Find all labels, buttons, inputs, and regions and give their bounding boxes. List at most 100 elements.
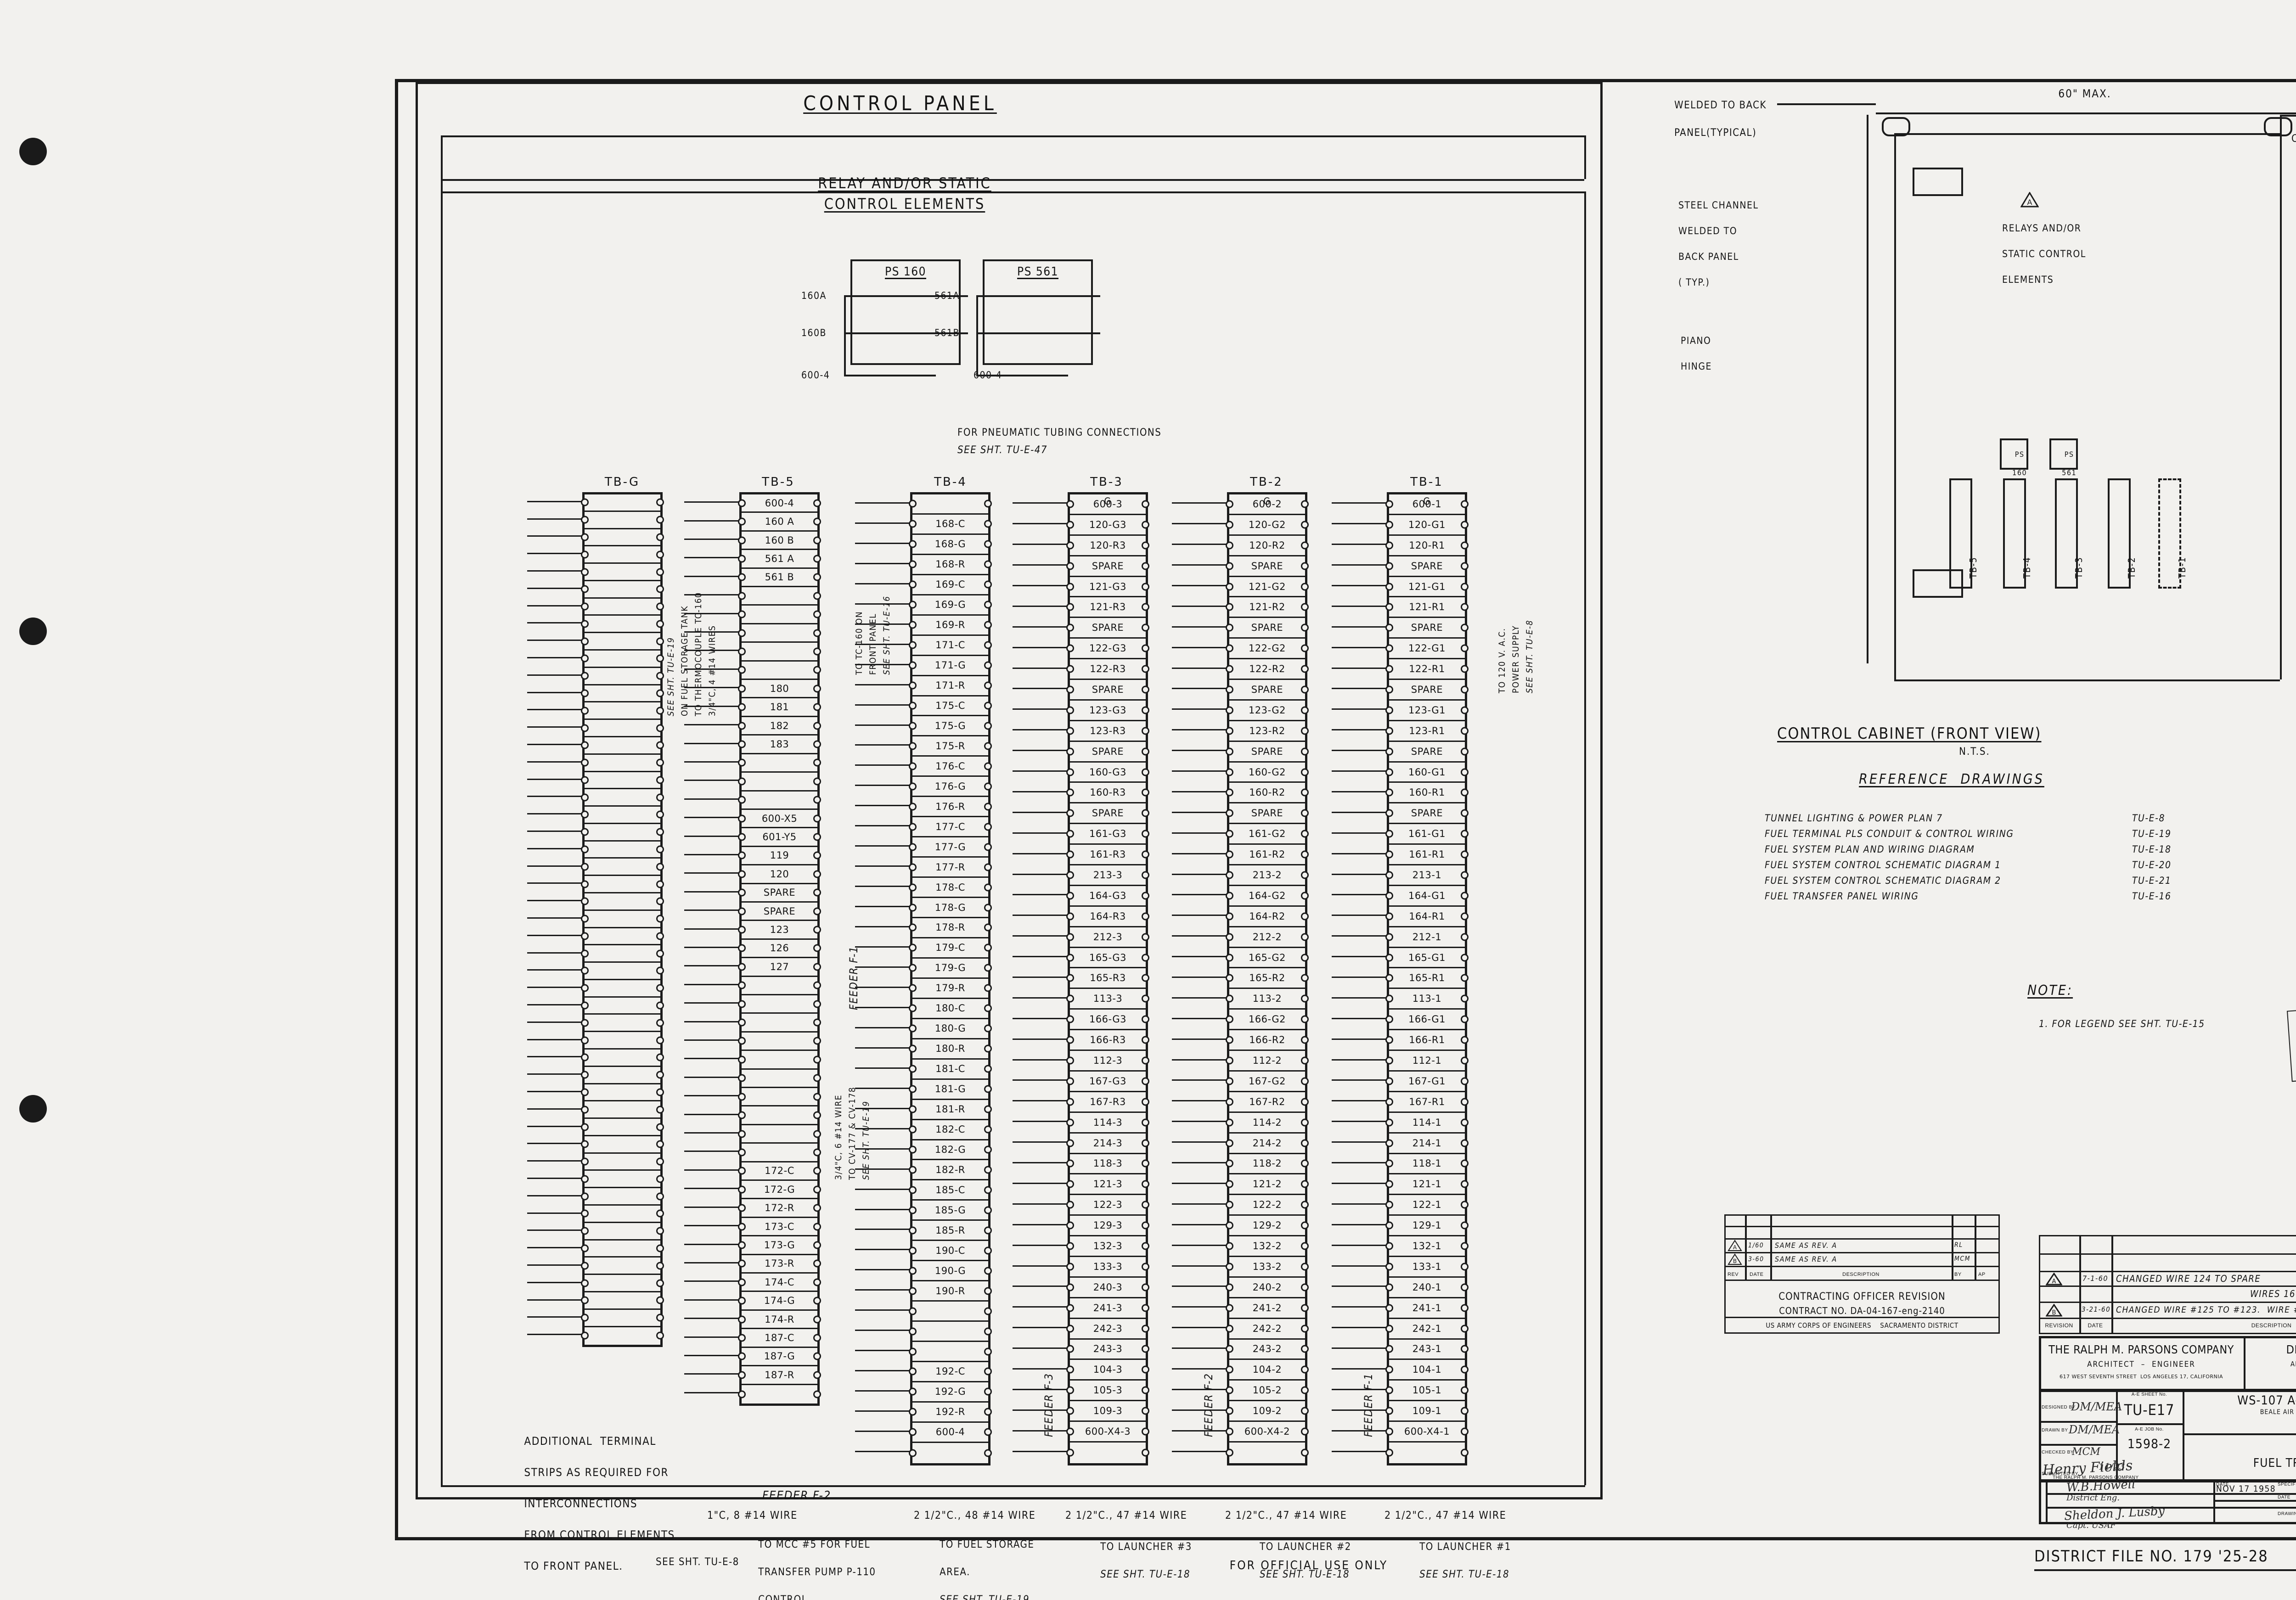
terminal-row[interactable] — [585, 564, 660, 581]
terminal-row[interactable]: 168-R — [912, 555, 988, 575]
terminal-row[interactable] — [585, 512, 660, 529]
terminal-row[interactable]: 214-2 — [1229, 1134, 1305, 1154]
terminal-row[interactable]: 181-G — [912, 1080, 988, 1100]
terminal-row[interactable] — [585, 1223, 660, 1241]
terminal-row[interactable]: SPARE — [1229, 556, 1305, 577]
terminal-row[interactable]: 160-G2 — [1229, 763, 1305, 783]
terminal-row[interactable]: 190-C — [912, 1241, 988, 1262]
terminal-row[interactable] — [742, 1051, 817, 1070]
terminal-row[interactable]: 174-C — [742, 1274, 817, 1292]
terminal-row[interactable] — [585, 1171, 660, 1189]
terminal-row[interactable]: 129-3 — [1070, 1216, 1146, 1237]
terminal-row[interactable] — [742, 1144, 817, 1162]
terminal-row[interactable] — [742, 587, 817, 606]
terminal-row[interactable] — [742, 643, 817, 662]
terminal-row[interactable]: 121-G3 — [1070, 577, 1146, 598]
terminal-row[interactable]: 104-3 — [1070, 1360, 1146, 1381]
terminal-row[interactable] — [912, 1443, 988, 1463]
terminal-row[interactable]: 185-C — [912, 1180, 988, 1201]
terminal-row[interactable]: 164-G2 — [1229, 886, 1305, 907]
terminal-row[interactable]: 176-G — [912, 777, 988, 797]
terminal-row[interactable]: 166-G2 — [1229, 1010, 1305, 1031]
terminal-row[interactable]: 179-C — [912, 938, 988, 959]
terminal-row[interactable] — [585, 1188, 660, 1206]
terminal-row[interactable] — [742, 1014, 817, 1033]
terminal-row[interactable]: 171-C — [912, 636, 988, 656]
terminal-block-tb-4[interactable]: 168-C 168-G 168-R 169-C 169-G 169-R 171-C 171-G… — [910, 492, 990, 1465]
terminal-row[interactable]: 160 B — [742, 532, 817, 550]
terminal-row[interactable]: 187-C — [742, 1329, 817, 1348]
terminal-row[interactable] — [585, 720, 660, 737]
terminal-row[interactable]: 600-X5 — [742, 810, 817, 829]
terminal-row[interactable]: 132-3 — [1070, 1236, 1146, 1257]
terminal-row[interactable] — [585, 789, 660, 807]
terminal-row[interactable]: 165-R3 — [1070, 968, 1146, 989]
terminal-row[interactable] — [742, 792, 817, 810]
terminal-row[interactable] — [585, 1119, 660, 1136]
terminal-row[interactable]: 121-G1 — [1389, 577, 1465, 598]
terminal-row[interactable]: 179-G — [912, 959, 988, 979]
terminal-row[interactable]: 165-R1 — [1389, 968, 1465, 989]
terminal-row[interactable]: 118-3 — [1070, 1154, 1146, 1175]
terminal-row[interactable]: 182-R — [912, 1160, 988, 1181]
terminal-row[interactable]: 166-G1 — [1389, 1010, 1465, 1031]
terminal-row[interactable]: 241-3 — [1070, 1298, 1146, 1319]
terminal-row[interactable]: 178-C — [912, 878, 988, 898]
terminal-row[interactable] — [585, 1206, 660, 1223]
terminal-row[interactable] — [585, 755, 660, 772]
terminal-row[interactable]: 173-R — [742, 1255, 817, 1274]
terminal-row[interactable]: 122-R1 — [1389, 659, 1465, 680]
terminal-row[interactable] — [585, 581, 660, 599]
terminal-row[interactable]: 123-R1 — [1389, 721, 1465, 742]
terminal-row[interactable]: 168-G — [912, 535, 988, 555]
terminal-row[interactable] — [585, 1136, 660, 1154]
terminal-row[interactable]: 165-G3 — [1070, 948, 1146, 969]
terminal-row[interactable]: 242-2 — [1229, 1319, 1305, 1340]
terminal-row[interactable]: 123-R3 — [1070, 721, 1146, 742]
terminal-row[interactable]: SPARE — [1070, 556, 1146, 577]
terminal-row[interactable]: 169-G — [912, 595, 988, 616]
terminal-row[interactable]: 120-G3 — [1070, 515, 1146, 536]
terminal-row[interactable]: SPARE — [1389, 680, 1465, 701]
terminal-row[interactable]: 187-R — [742, 1366, 817, 1385]
terminal-row[interactable]: 167-R1 — [1389, 1092, 1465, 1113]
terminal-row[interactable]: 214-1 — [1389, 1134, 1465, 1154]
terminal-row[interactable]: 180-G — [912, 1019, 988, 1039]
terminal-row[interactable] — [742, 1125, 817, 1144]
terminal-row[interactable]: 161-R3 — [1070, 845, 1146, 866]
terminal-row[interactable]: 133-1 — [1389, 1257, 1465, 1278]
terminal-row[interactable]: 122-1 — [1389, 1195, 1465, 1216]
terminal-row[interactable] — [742, 754, 817, 773]
terminal-row[interactable]: 600-1 — [1389, 494, 1465, 515]
terminal-row[interactable]: 600-2 — [1229, 494, 1305, 515]
terminal-row[interactable] — [585, 1310, 660, 1327]
terminal-row[interactable]: 241-2 — [1229, 1298, 1305, 1319]
terminal-row[interactable] — [585, 1327, 660, 1345]
terminal-row[interactable]: 114-2 — [1229, 1113, 1305, 1134]
terminal-row[interactable]: 185-G — [912, 1201, 988, 1221]
terminal-row[interactable] — [742, 995, 817, 1014]
terminal-row[interactable] — [585, 494, 660, 512]
terminal-row[interactable]: SPARE — [1389, 556, 1465, 577]
terminal-row[interactable]: 167-G2 — [1229, 1072, 1305, 1092]
terminal-row[interactable]: 214-3 — [1070, 1134, 1146, 1154]
terminal-row[interactable] — [585, 963, 660, 980]
terminal-row[interactable] — [742, 662, 817, 680]
terminal-row[interactable] — [585, 546, 660, 564]
terminal-row[interactable]: 123-R2 — [1229, 721, 1305, 742]
terminal-row[interactable] — [585, 651, 660, 668]
terminal-row[interactable]: 174-R — [742, 1311, 817, 1330]
terminal-row[interactable]: 167-G3 — [1070, 1072, 1146, 1092]
terminal-row[interactable]: 120-R2 — [1229, 536, 1305, 556]
terminal-row[interactable] — [585, 980, 660, 998]
terminal-row[interactable]: 112-1 — [1389, 1051, 1465, 1072]
terminal-row[interactable] — [585, 616, 660, 634]
terminal-row[interactable] — [912, 1302, 988, 1322]
terminal-row[interactable]: 123-G3 — [1070, 701, 1146, 721]
terminal-row[interactable]: 104-1 — [1389, 1360, 1465, 1381]
terminal-row[interactable]: 113-1 — [1389, 989, 1465, 1010]
terminal-row[interactable]: 182-C — [912, 1120, 988, 1140]
terminal-row[interactable]: 104-2 — [1229, 1360, 1305, 1381]
terminal-row[interactable]: 242-1 — [1389, 1319, 1465, 1340]
terminal-row[interactable]: 105-3 — [1070, 1381, 1146, 1402]
